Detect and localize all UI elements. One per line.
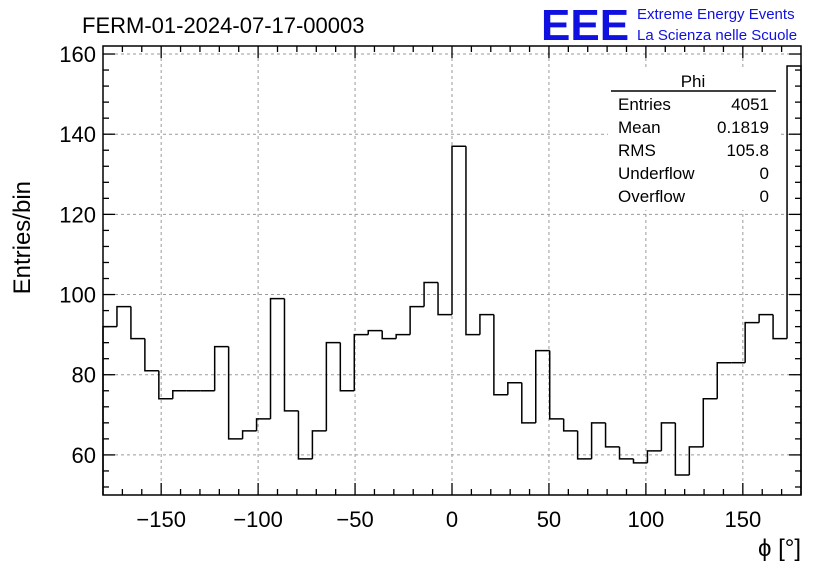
- histogram-bin: [213, 345, 229, 391]
- histogram-bin: [465, 146, 480, 336]
- histogram-bin: [381, 330, 397, 340]
- histogram-bin: [590, 422, 606, 459]
- stats-box-background: [608, 70, 778, 210]
- y-axis-label: Entries/bin: [9, 181, 36, 294]
- histogram-bin: [269, 297, 285, 419]
- histogram-bin: [241, 430, 257, 439]
- stats-label-entries: Entries: [618, 95, 671, 114]
- histogram-bin: [353, 333, 369, 391]
- chart-title: FERM-01-2024-07-17-00003: [82, 13, 365, 38]
- histogram-bin: [423, 281, 439, 307]
- histogram-bin: [325, 341, 341, 431]
- histogram-bin: [646, 450, 662, 463]
- histogram-bin: [674, 422, 690, 476]
- y-tick-labels: 60 80 100 120 140 160: [59, 42, 96, 468]
- stats-value-rms: 105.8: [726, 141, 769, 160]
- histogram-bin: [772, 314, 788, 340]
- histogram-bin: [451, 145, 466, 315]
- logo-mark: EEE: [541, 1, 629, 50]
- histogram-bin: [437, 282, 452, 316]
- stats-value-underflow: 0: [760, 164, 769, 183]
- histogram-bin: [158, 370, 173, 400]
- histogram-bin: [339, 342, 355, 392]
- stats-value-entries: 4051: [731, 95, 769, 114]
- histogram-bin: [227, 346, 243, 440]
- y-tick-label: 100: [59, 283, 96, 308]
- histogram-bin: [507, 382, 522, 395]
- y-tick-label: 60: [72, 443, 96, 468]
- histogram-bin: [632, 458, 648, 464]
- x-tick-label: −100: [233, 507, 283, 532]
- histogram-bin: [688, 446, 704, 475]
- stats-label-mean: Mean: [618, 118, 661, 137]
- histogram-bin: [521, 382, 536, 424]
- x-tick-label: −50: [336, 507, 373, 532]
- x-tick-label: 0: [446, 507, 458, 532]
- x-tick-label: 150: [724, 507, 761, 532]
- y-tick-label: 160: [59, 42, 96, 67]
- histogram-bin: [535, 349, 550, 423]
- histogram-bin: [493, 314, 508, 396]
- histogram-bin: [311, 430, 327, 459]
- x-tick-labels: −150 −100 −50 0 50 100 150: [136, 507, 761, 532]
- histogram-bin: [786, 65, 802, 495]
- histogram-bin: [660, 422, 676, 451]
- histogram-bin: [576, 430, 592, 460]
- histogram-bin: [297, 410, 313, 460]
- stats-header: Phi: [681, 72, 706, 91]
- x-tick-label: 50: [537, 507, 561, 532]
- histogram-bin: [702, 398, 718, 447]
- histogram-bin: [409, 305, 425, 335]
- y-tick-label: 80: [72, 363, 96, 388]
- histogram-bin: [144, 338, 159, 372]
- histogram-bin: [102, 325, 117, 495]
- x-axis-label: ϕ [°]: [758, 535, 801, 562]
- histogram-bin: [479, 313, 494, 335]
- y-tick-label: 120: [59, 202, 96, 227]
- histogram-bin: [744, 321, 760, 363]
- stats-box: Phi Entries 4051 Mean 0.1819 RMS 105.8 U…: [608, 70, 778, 210]
- logo-line-1: Extreme Energy Events: [637, 6, 795, 23]
- histogram-bin: [758, 313, 774, 323]
- stats-label-rms: RMS: [618, 141, 656, 160]
- histogram-bin: [562, 418, 578, 432]
- stats-value-overflow: 0: [760, 187, 769, 206]
- x-tick-label: −150: [136, 507, 186, 532]
- histogram-bin: [116, 305, 131, 327]
- histogram-bin: [395, 333, 411, 339]
- histogram-bin: [367, 329, 383, 335]
- histogram-bin: [548, 350, 564, 420]
- histogram-bin: [618, 446, 634, 460]
- stats-value-mean: 0.1819: [717, 118, 769, 137]
- axis-ticks: [103, 46, 801, 495]
- histogram-bin: [283, 298, 299, 412]
- eee-logo: EEE Extreme Energy Events La Scienza nel…: [541, 1, 797, 50]
- histogram-bin: [604, 422, 620, 448]
- histogram-bin: [130, 306, 145, 340]
- logo-line-2: La Scienza nelle Scuole: [637, 27, 797, 44]
- stats-label-overflow: Overflow: [618, 187, 686, 206]
- y-tick-label: 140: [59, 122, 96, 147]
- histogram-bin: [716, 361, 732, 399]
- x-tick-label: 100: [628, 507, 665, 532]
- stats-label-underflow: Underflow: [618, 164, 695, 183]
- histogram-bin: [172, 390, 187, 399]
- histogram-bin: [255, 418, 271, 431]
